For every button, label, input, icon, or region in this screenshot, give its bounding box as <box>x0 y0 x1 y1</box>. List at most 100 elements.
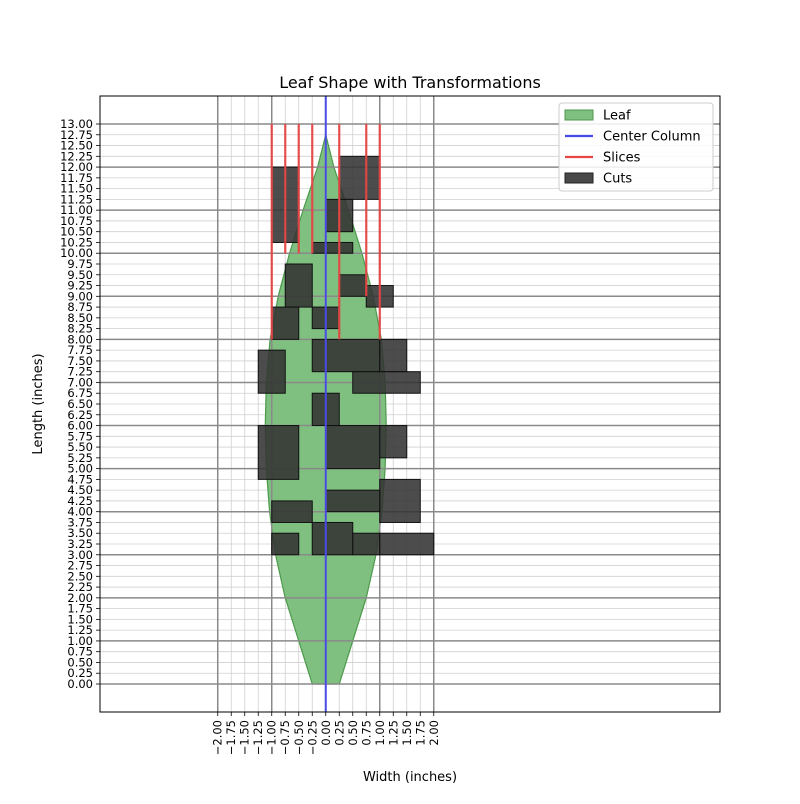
legend-label: Slices <box>603 151 641 166</box>
y-tick-label: 12.25 <box>60 149 93 163</box>
y-tick-label: 11.00 <box>60 203 93 217</box>
y-tick-label: 0.50 <box>67 655 93 669</box>
cut-rect <box>257 425 300 480</box>
x-tick-label: −1.75 <box>224 720 238 755</box>
x-tick-label: 0.75 <box>359 720 373 746</box>
y-tick-label: 0.75 <box>67 645 93 659</box>
legend-swatch <box>564 172 594 184</box>
y-tick-label: 10.00 <box>60 246 93 260</box>
y-tick-label: 5.00 <box>67 462 93 476</box>
cuts-group <box>257 155 435 556</box>
cut-rect <box>379 478 421 523</box>
y-tick-label: 9.00 <box>67 289 93 303</box>
x-tick-label: −1.50 <box>238 720 252 755</box>
y-tick-label: 5.50 <box>67 440 93 454</box>
y-tick-label: 4.50 <box>67 483 93 497</box>
cut-rect <box>271 306 300 340</box>
legend-label: Leaf <box>603 109 631 124</box>
y-tick-label: 13.00 <box>60 117 93 131</box>
y-tick-label: 6.25 <box>67 408 93 422</box>
y-tick-label: 3.00 <box>67 548 93 562</box>
y-tick-label: 11.25 <box>60 192 93 206</box>
x-tick-label: −0.75 <box>278 720 292 755</box>
x-tick-label: −0.50 <box>292 720 306 755</box>
legend: Leaf Center Column Slices Cuts <box>558 102 714 192</box>
y-tick-label: 4.25 <box>67 494 93 508</box>
y-tick-label: 3.25 <box>67 537 93 551</box>
axes: 0.000.250.500.751.001.251.501.752.002.25… <box>60 117 441 755</box>
y-tick-label: 0.00 <box>67 677 93 691</box>
cut-rect <box>271 500 313 523</box>
x-tick-label: 0.00 <box>319 720 333 746</box>
x-tick-label: 1.75 <box>413 720 427 746</box>
cut-rect <box>379 425 408 459</box>
slices-group <box>270 124 381 340</box>
cut-rect <box>311 521 354 556</box>
y-tick-label: 10.50 <box>60 225 93 239</box>
x-tick-label: 1.00 <box>373 720 387 746</box>
x-tick-label: −1.00 <box>265 720 279 755</box>
y-tick-label: 7.75 <box>67 343 93 357</box>
y-tick-label: 1.00 <box>67 634 93 648</box>
y-tick-label: 6.00 <box>67 419 93 433</box>
y-tick-label: 12.75 <box>60 128 93 142</box>
legend-box <box>558 102 714 192</box>
cut-rect <box>325 489 381 513</box>
cut-rect <box>284 263 313 308</box>
y-tick-label: 7.00 <box>67 375 93 389</box>
y-tick-label: 3.75 <box>67 515 93 529</box>
y-tick-label: 8.00 <box>67 332 93 346</box>
cut-rect <box>352 371 421 394</box>
y-tick-label: 2.75 <box>67 559 93 573</box>
y-tick-label: 9.50 <box>67 268 93 282</box>
legend-label: Cuts <box>603 172 632 187</box>
y-tick-label: 10.25 <box>60 235 93 249</box>
y-tick-label: 7.25 <box>67 365 93 379</box>
legend-label: Center Column <box>603 130 701 145</box>
cut-rect <box>311 241 354 254</box>
x-tick-label: 0.25 <box>332 720 346 746</box>
y-tick-label: 3.50 <box>67 526 93 540</box>
x-tick-label: 0.50 <box>346 720 360 746</box>
y-tick-label: 1.75 <box>67 602 93 616</box>
cut-rect <box>338 155 381 200</box>
y-tick-label: 12.50 <box>60 139 93 153</box>
y-tick-label: 5.75 <box>67 429 93 443</box>
x-tick-label: 1.50 <box>400 720 414 746</box>
y-tick-label: 9.25 <box>67 279 93 293</box>
cut-rect <box>271 532 300 556</box>
y-tick-label: 2.50 <box>67 569 93 583</box>
chart-title: Leaf Shape with Transformations <box>279 73 541 92</box>
y-tick-label: 4.75 <box>67 472 93 486</box>
cut-rect <box>311 338 381 373</box>
y-tick-label: 8.25 <box>67 322 93 336</box>
x-tick-label: 1.25 <box>386 720 400 746</box>
x-tick-label: 2.00 <box>427 720 441 746</box>
y-axis-label: Length (inches) <box>31 353 46 454</box>
y-tick-label: 11.50 <box>60 182 93 196</box>
y-tick-label: 1.50 <box>67 612 93 626</box>
y-tick-label: 11.75 <box>60 171 93 185</box>
cut-rect <box>379 338 408 373</box>
y-tick-label: 7.50 <box>67 354 93 368</box>
x-tick-label: −2.00 <box>211 720 225 755</box>
x-tick-label: −0.25 <box>305 720 319 755</box>
x-axis-label: Width (inches) <box>363 770 457 785</box>
y-tick-label: 8.50 <box>67 311 93 325</box>
cut-rect <box>325 425 381 470</box>
x-tick-label: −1.25 <box>251 720 265 755</box>
y-tick-label: 5.25 <box>67 451 93 465</box>
y-tick-label: 4.00 <box>67 505 93 519</box>
y-tick-label: 6.50 <box>67 397 93 411</box>
y-tick-label: 8.75 <box>67 300 93 314</box>
y-tick-label: 1.25 <box>67 623 93 637</box>
y-tick-label: 12.00 <box>60 160 93 174</box>
y-tick-label: 0.25 <box>67 666 93 680</box>
y-tick-label: 9.75 <box>67 257 93 271</box>
plot-area: 0.000.250.500.751.001.251.501.752.002.25… <box>60 95 721 755</box>
cut-rect <box>379 532 435 556</box>
y-tick-label: 6.75 <box>67 386 93 400</box>
y-tick-label: 2.00 <box>67 591 93 605</box>
